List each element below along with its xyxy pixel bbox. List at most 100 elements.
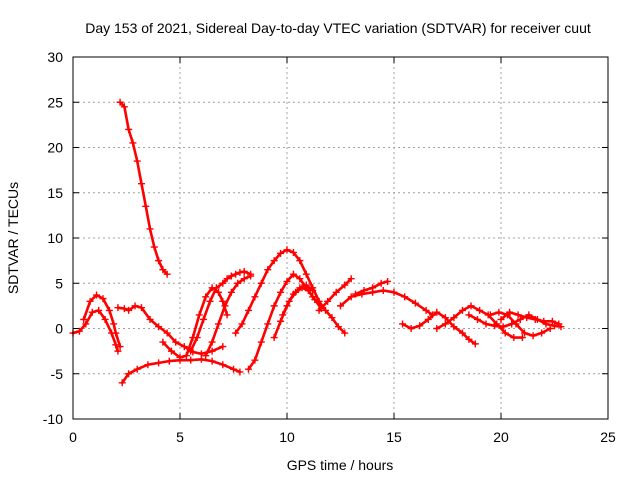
data-point-marker	[223, 275, 231, 283]
data-point-marker	[441, 320, 449, 328]
data-point-marker	[416, 322, 424, 330]
data-point-marker	[99, 295, 107, 303]
x-axis-label: GPS time / hours	[287, 457, 394, 473]
x-tick-labels: 0 5 10 15 20 25	[69, 429, 616, 445]
data-point-marker	[465, 335, 473, 343]
data-point-marker	[146, 315, 154, 323]
series-arc-n	[339, 289, 434, 317]
data-point-marker	[518, 334, 526, 342]
data-point-marker	[110, 320, 118, 328]
data-point-marker	[219, 361, 227, 369]
data-point-marker	[150, 243, 158, 251]
data-point-marker	[277, 288, 285, 296]
data-point-marker	[146, 225, 154, 233]
data-point-marker	[215, 320, 223, 328]
data-point-marker	[390, 288, 398, 296]
data-point-marker	[251, 356, 259, 364]
data-point-marker	[501, 329, 509, 337]
data-point-marker	[401, 293, 409, 301]
data-point-marker	[95, 306, 103, 314]
data-point-marker	[304, 286, 312, 294]
data-point-marker	[227, 272, 235, 280]
data-point-marker	[279, 311, 287, 319]
data-point-marker	[424, 315, 432, 323]
data-point-marker	[334, 323, 342, 331]
data-point-marker	[232, 270, 240, 278]
data-point-marker	[538, 329, 546, 337]
data-point-marker	[93, 291, 101, 299]
data-point-marker	[264, 266, 272, 274]
y-tick-label: 25	[47, 94, 63, 110]
data-point-marker	[133, 365, 141, 373]
data-point-marker	[548, 317, 556, 325]
data-point-marker	[180, 343, 188, 351]
data-point-marker	[232, 329, 240, 337]
plot-frame	[72, 56, 609, 420]
data-point-marker	[202, 352, 210, 360]
data-point-marker	[433, 325, 441, 332]
data-point-marker	[133, 157, 141, 165]
data-point-marker	[302, 270, 310, 278]
data-point-marker	[163, 270, 171, 278]
data-point-marker	[137, 304, 145, 312]
data-point-marker	[379, 286, 387, 294]
data-point-marker	[499, 323, 507, 331]
y-tick-label: -10	[43, 411, 63, 427]
x-tick-label: 20	[493, 429, 509, 445]
data-point-marker	[129, 139, 137, 147]
data-point-marker	[315, 306, 323, 314]
x-tick-label: 10	[279, 429, 295, 445]
data-point-marker	[270, 257, 278, 265]
y-tick-label: -5	[51, 366, 64, 382]
data-point-marker	[101, 315, 109, 323]
series-arc-c	[118, 101, 169, 276]
data-point-marker	[234, 279, 242, 287]
data-point-marker	[369, 284, 377, 292]
data-point-marker	[114, 304, 122, 312]
data-point-marker	[324, 297, 332, 305]
data-series	[69, 98, 565, 387]
data-point-marker	[182, 352, 190, 360]
data-point-marker	[311, 296, 319, 304]
data-point-marker	[486, 311, 494, 319]
data-point-marker	[473, 315, 481, 323]
data-point-marker	[165, 357, 173, 365]
data-point-marker	[118, 379, 126, 387]
data-point-marker	[351, 290, 359, 298]
data-point-marker	[219, 343, 227, 351]
data-point-marker	[450, 314, 458, 322]
data-point-marker	[270, 334, 278, 342]
data-point-marker	[159, 338, 167, 346]
data-point-marker	[516, 315, 524, 323]
series-arc-h	[204, 274, 252, 357]
data-point-marker	[227, 288, 235, 296]
data-point-marker	[215, 288, 223, 296]
data-point-marker	[495, 308, 503, 316]
data-point-marker	[458, 306, 466, 314]
data-point-marker	[208, 357, 216, 365]
data-point-marker	[125, 125, 133, 133]
data-point-marker	[206, 297, 214, 305]
data-point-marker	[360, 286, 368, 294]
data-point-marker	[167, 347, 175, 355]
data-point-marker	[296, 257, 304, 265]
data-point-marker	[283, 246, 291, 254]
data-point-marker	[289, 248, 297, 256]
data-point-marker	[510, 334, 518, 342]
data-point-marker	[159, 266, 167, 274]
data-point-marker	[491, 322, 499, 330]
data-point-marker	[506, 308, 514, 316]
data-point-marker	[433, 308, 441, 316]
data-point-marker	[341, 281, 349, 289]
data-point-marker	[337, 302, 344, 310]
x-tick-label: 25	[600, 429, 616, 445]
data-point-marker	[467, 302, 475, 310]
data-point-marker	[230, 365, 237, 373]
data-point-marker	[131, 302, 139, 310]
data-point-marker	[125, 306, 133, 314]
data-point-marker	[523, 314, 531, 322]
data-point-marker	[219, 279, 227, 287]
data-point-marker	[476, 306, 484, 314]
data-point-marker	[244, 306, 252, 314]
